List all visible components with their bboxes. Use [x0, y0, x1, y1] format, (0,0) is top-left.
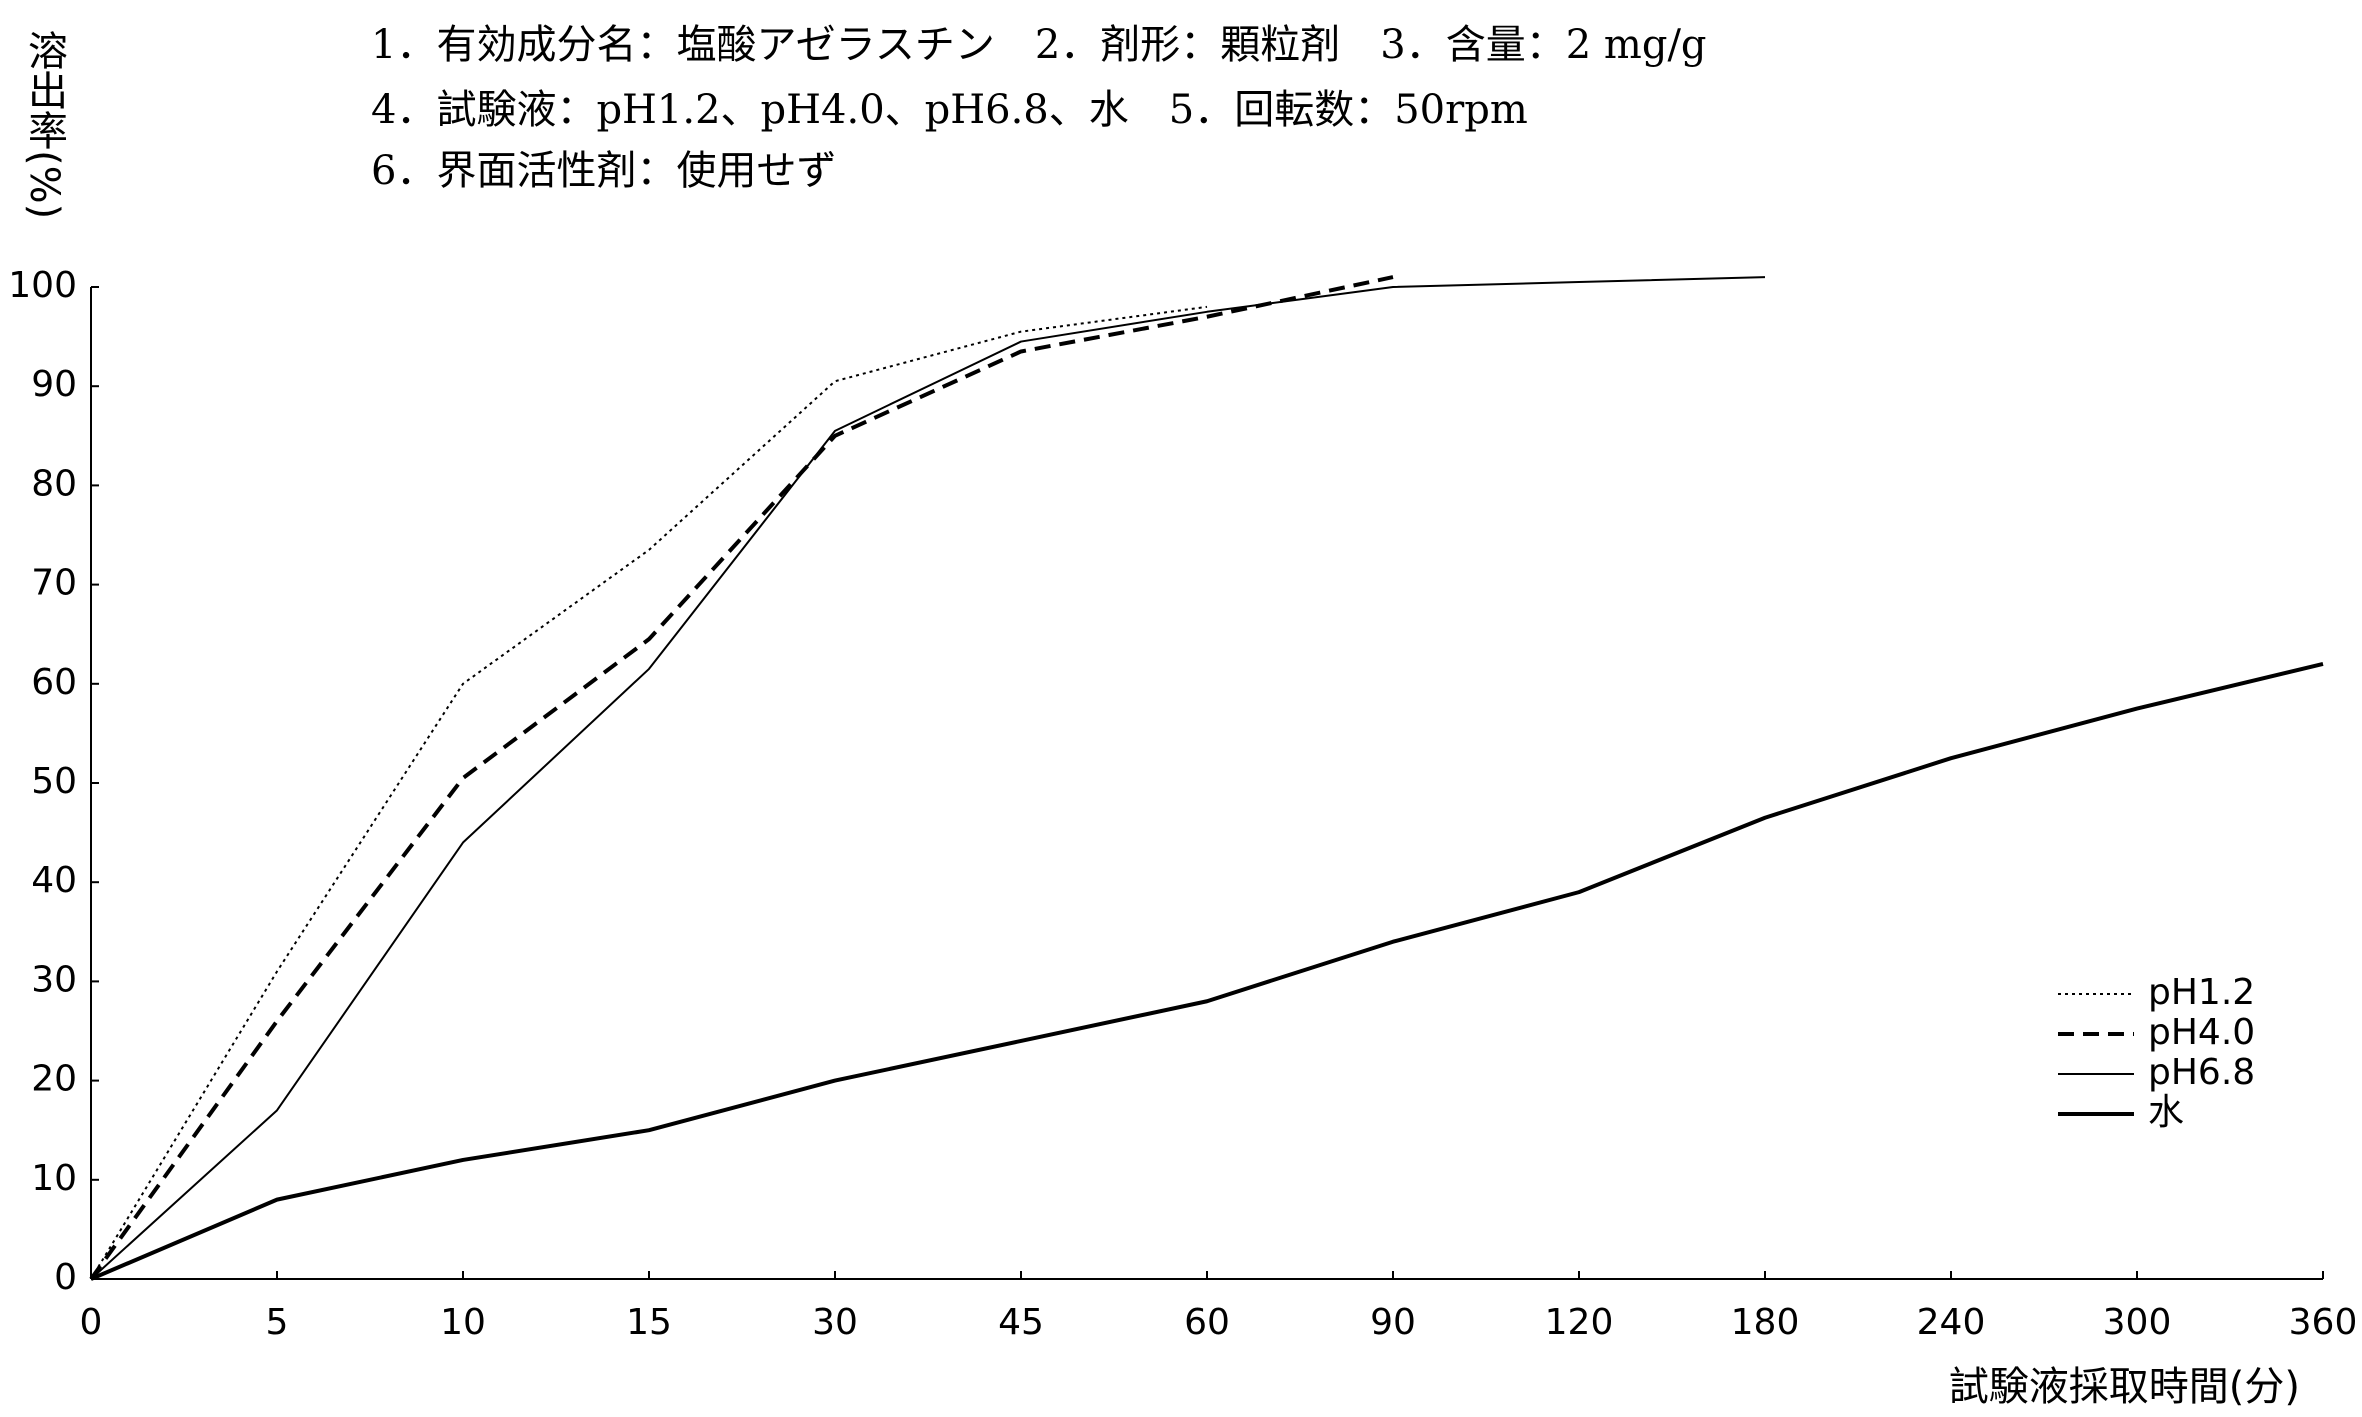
y-tick-label: 10	[31, 1158, 77, 1199]
y-tick-label: 0	[54, 1257, 77, 1298]
series-line	[90, 305, 1208, 1280]
x-tick-label: 10	[440, 1302, 486, 1343]
annotation: 4．試験液：pH1.2、pH4.0、pH6.8、水 5．回転数：50rpm	[371, 87, 1528, 133]
y-tick-label: 60	[31, 662, 77, 703]
y-tick-label: 100	[8, 265, 77, 306]
series-line	[90, 662, 2324, 1281]
y-tick-label: 40	[31, 860, 77, 901]
series-line	[90, 276, 1766, 1280]
legend-label: pH1.2	[2148, 972, 2255, 1013]
y-axis-label: 溶出率(%)	[21, 30, 67, 219]
x-tick-label: 0	[80, 1302, 103, 1343]
y-tick-label: 50	[31, 761, 77, 802]
x-axis-label: 試験液採取時間(分)	[1949, 1364, 2300, 1410]
legend-label: 水	[2148, 1092, 2184, 1133]
x-tick-label: 15	[626, 1302, 672, 1343]
x-tick-label: 45	[998, 1302, 1044, 1343]
x-tick-label: 180	[1731, 1302, 1800, 1343]
y-tick-label: 80	[31, 463, 77, 504]
x-tick-label: 300	[2103, 1302, 2172, 1343]
annotation: 6．界面活性剤：使用せず	[371, 148, 836, 194]
y-tick-label: 90	[31, 364, 77, 405]
y-tick-label: 70	[31, 563, 77, 604]
y-tick-label: 30	[31, 959, 77, 1000]
legend-label: pH6.8	[2148, 1052, 2255, 1093]
x-tick-label: 60	[1184, 1302, 1230, 1343]
x-tick-label: 240	[1917, 1302, 1986, 1343]
x-tick-label: 120	[1545, 1302, 1614, 1343]
x-tick-label: 5	[266, 1302, 289, 1343]
legend-label: pH4.0	[2148, 1012, 2255, 1053]
x-tick-label: 30	[812, 1302, 858, 1343]
x-tick-label: 90	[1370, 1302, 1416, 1343]
x-tick-label: 360	[2289, 1302, 2358, 1343]
y-tick-label: 20	[31, 1059, 77, 1100]
annotation: 1．有効成分名：塩酸アゼラスチン 2．剤形：顆粒剤 3．含量：2 mg/g	[371, 22, 1707, 68]
